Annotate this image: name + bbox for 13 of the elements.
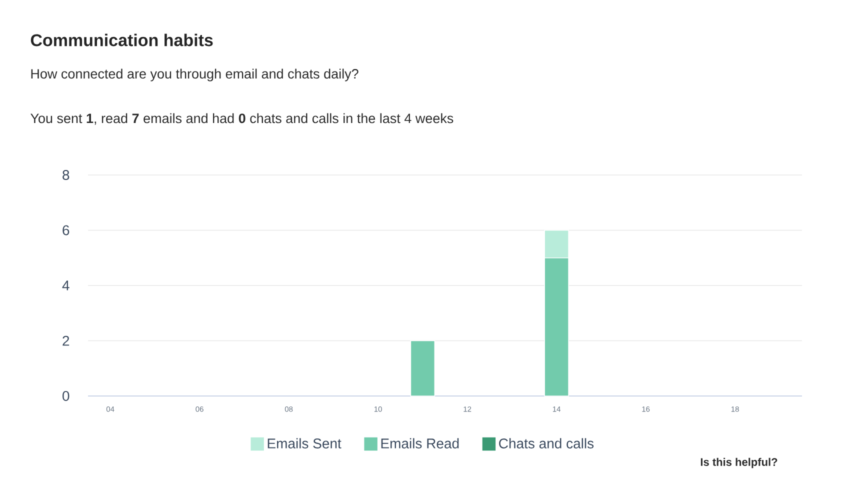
- chart-subtitle: How connected are you through email and chats daily?: [31, 68, 358, 82]
- y-tick-label: 6: [62, 225, 70, 236]
- text: You sent 1, read 7 emails and had 0 chats and calls in the last 4 weeks: [30, 113, 454, 125]
- y-tick-label: 8: [62, 170, 70, 180]
- y-tick-label: 0: [62, 391, 70, 401]
- chart-title: Communication habits: [30, 34, 213, 46]
- legend-label: Emails Sent: [268, 438, 342, 448]
- text: Is this helpful?: [700, 458, 778, 468]
- y-tick-label: 2: [62, 336, 70, 346]
- legend-label: Chats and calls: [499, 438, 594, 448]
- legend-label: Emails Read: [381, 438, 459, 448]
- y-tick-label: 4: [62, 280, 70, 290]
- bar: [410, 340, 436, 396]
